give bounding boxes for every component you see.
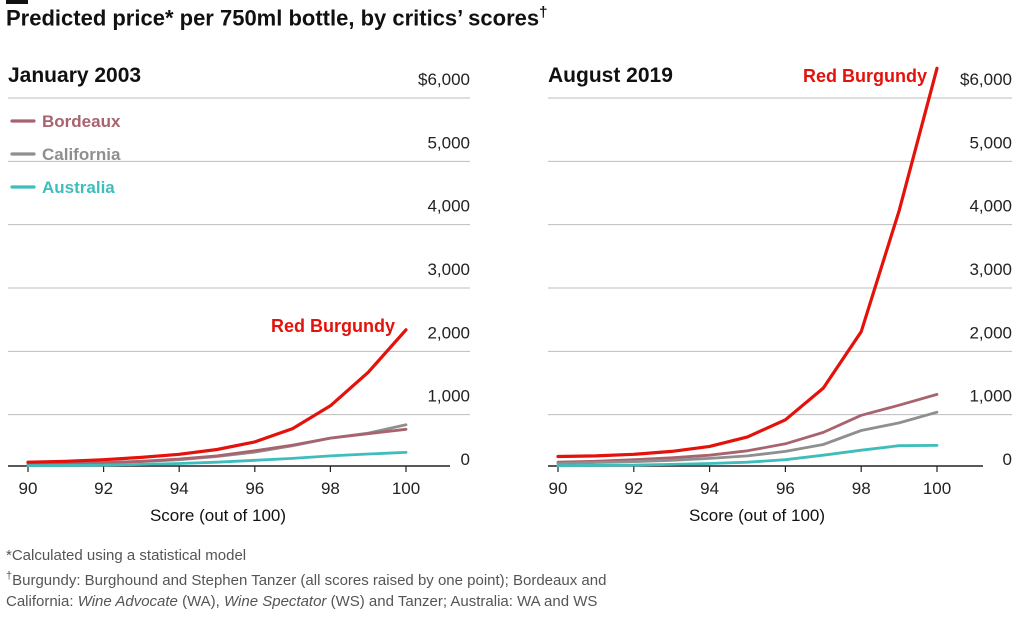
chart-title: Predicted price* per 750ml bottle, by cr… <box>6 4 547 31</box>
x-tick-label: 92 <box>94 479 113 498</box>
y-tick-label: $6,000 <box>960 70 1012 89</box>
series-line-california <box>556 410 939 465</box>
series-line-bordeaux <box>26 427 408 466</box>
y-tick-label: $6,000 <box>418 70 470 89</box>
footnote-sources-1: †Burgundy: Burghound and Stephen Tanzer … <box>6 566 606 591</box>
x-tick-label: 94 <box>700 479 719 498</box>
x-tick-label: 92 <box>624 479 643 498</box>
footnote-part: (WS) and Tanzer; Australia: WA and WS <box>326 593 598 610</box>
x-axis-label: Score (out of 100) <box>150 506 286 525</box>
footnote-sources-2: California: Wine Advocate (WA), Wine Spe… <box>6 591 606 612</box>
y-tick-label: 2,000 <box>969 323 1012 342</box>
y-tick-label: 2,000 <box>427 323 470 342</box>
chart-canvas: January 2003 0 1,000 2,000 3,000 4,000 5,000 $6… <box>8 64 1012 525</box>
y-tick-label: 3,000 <box>427 260 470 279</box>
annotation-red-burgundy: Red Burgundy <box>803 66 927 86</box>
header-bar <box>6 0 28 4</box>
series-line-bordeaux <box>556 392 939 464</box>
footnote-model: *Calculated using a statistical model <box>6 547 247 564</box>
footnote-part: California: <box>6 593 78 610</box>
x-tick-label: 90 <box>549 479 568 498</box>
footnote-part: (WA), <box>177 593 225 610</box>
panel-title: January 2003 <box>8 64 141 87</box>
footnotes: *Calculated using a statistical model †B… <box>6 545 606 612</box>
legend-label: Australia <box>42 178 115 197</box>
title-dagger: † <box>539 4 548 21</box>
x-tick-label: 100 <box>923 479 951 498</box>
y-tick-label: 0 <box>1003 450 1012 469</box>
series-line-australia <box>26 450 408 468</box>
footnote-sources-text: Burgundy: Burghound and Stephen Tanzer (… <box>12 572 607 589</box>
y-tick-label: 1,000 <box>427 387 470 406</box>
y-tick-label: 4,000 <box>427 197 470 216</box>
series-line-red-burgundy <box>26 328 408 464</box>
series-line-red-burgundy <box>556 66 939 459</box>
y-tick-label: 5,000 <box>969 133 1012 152</box>
x-tick-label: 96 <box>776 479 795 498</box>
x-tick-label: 100 <box>392 479 420 498</box>
panel-title: August 2019 <box>548 64 673 87</box>
y-tick-label: 0 <box>461 450 470 469</box>
legend-label: California <box>42 145 121 164</box>
footnote-ws: Wine Spectator <box>224 593 327 610</box>
chart-title-text: Predicted price* per 750ml bottle, by cr… <box>6 5 540 31</box>
y-tick-label: 5,000 <box>427 133 470 152</box>
y-tick-label: 3,000 <box>969 260 1012 279</box>
x-tick-label: 90 <box>19 479 38 498</box>
footnote-dagger: † <box>6 570 13 582</box>
x-axis-label: Score (out of 100) <box>689 506 825 525</box>
x-tick-label: 94 <box>170 479 189 498</box>
x-tick-label: 98 <box>852 479 871 498</box>
y-tick-label: 4,000 <box>969 197 1012 216</box>
footnote-wa: Wine Advocate <box>77 593 178 610</box>
x-tick-label: 98 <box>321 479 340 498</box>
x-tick-label: 96 <box>245 479 264 498</box>
y-tick-label: 1,000 <box>969 387 1012 406</box>
annotation-red-burgundy: Red Burgundy <box>271 316 395 336</box>
series-line-australia <box>556 443 939 468</box>
legend-label: Bordeaux <box>42 112 121 131</box>
series-line-california <box>26 423 408 466</box>
